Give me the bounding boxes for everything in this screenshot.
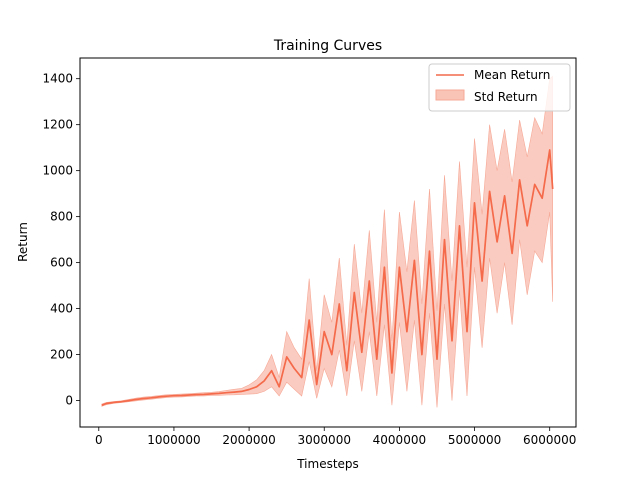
- y-tick-label: 1200: [42, 118, 73, 132]
- y-tick-label: 1400: [42, 72, 73, 86]
- x-axis-label: Timesteps: [296, 457, 359, 471]
- mean-line-layer: [101, 149, 554, 406]
- legend: Mean Return Std Return: [428, 63, 571, 112]
- y-tick-label: 400: [50, 302, 73, 316]
- x-tick-label: 1000000: [147, 433, 200, 447]
- x-tick-label: 0: [95, 433, 103, 447]
- y-tick-label: 1000: [42, 164, 73, 178]
- y-axis-ticks: 0 200 400 600 800 1000 1200 1400: [42, 72, 80, 408]
- legend-mean-return-label: Mean Return: [474, 68, 550, 82]
- y-axis-label: Return: [16, 222, 30, 262]
- chart-title: Training Curves: [273, 38, 382, 54]
- mean-return-line: [101, 149, 554, 406]
- legend-std-return-swatch: [435, 89, 465, 101]
- y-tick-label: 800: [50, 210, 73, 224]
- y-tick-label: 600: [50, 256, 73, 270]
- x-tick-label: 6000000: [523, 433, 576, 447]
- legend-std-return-label: Std Return: [474, 90, 538, 104]
- x-tick-label: 5000000: [448, 433, 501, 447]
- x-tick-label: 3000000: [298, 433, 351, 447]
- x-axis-ticks: 0 1000000 2000000 3000000 4000000 5000000 6000…: [95, 427, 576, 447]
- plot-area-frame: [79, 57, 577, 428]
- x-tick-label: 4000000: [373, 433, 426, 447]
- y-tick-label: 0: [65, 394, 73, 408]
- y-tick-label: 200: [50, 348, 73, 362]
- x-tick-label: 2000000: [222, 433, 275, 447]
